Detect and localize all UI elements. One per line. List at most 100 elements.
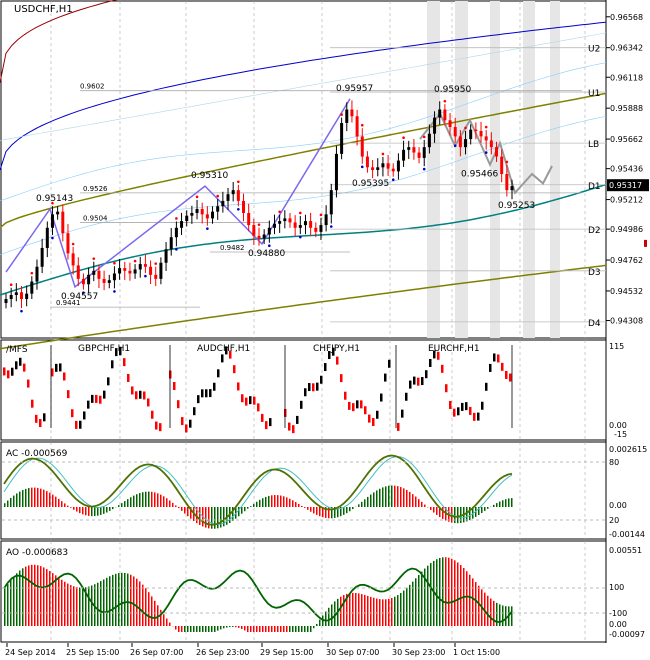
ao-bar bbox=[91, 585, 93, 626]
fractal-up bbox=[360, 123, 364, 127]
price-tick-label: 0.95888 bbox=[610, 104, 643, 113]
ac-bar bbox=[271, 495, 273, 507]
shaded-band bbox=[523, 1, 535, 338]
ao-bar bbox=[430, 563, 432, 626]
price-annotation: 0.94880 bbox=[248, 249, 285, 259]
ao-bar bbox=[367, 595, 369, 626]
ao-bar bbox=[397, 595, 399, 626]
ao-bar bbox=[493, 600, 495, 626]
correlation-candle bbox=[155, 421, 158, 430]
correlation-candle bbox=[421, 377, 424, 386]
correlation-candle bbox=[356, 400, 359, 409]
ao-bar bbox=[433, 560, 435, 626]
correlation-candle bbox=[79, 420, 82, 429]
ac-bar bbox=[172, 502, 174, 507]
ac-bar bbox=[52, 494, 54, 507]
shaded-band bbox=[490, 1, 500, 338]
correlation-candle bbox=[39, 419, 42, 428]
correlation-candle bbox=[43, 413, 46, 422]
ao-bar bbox=[88, 586, 90, 626]
ac-bar bbox=[457, 507, 459, 524]
fractal-down bbox=[206, 227, 209, 230]
ao-bar bbox=[16, 573, 18, 626]
candle-body bbox=[495, 147, 499, 157]
correlation-candle bbox=[131, 386, 134, 395]
price-tick-label: 0.94532 bbox=[610, 287, 643, 296]
ac-bar bbox=[430, 507, 432, 511]
ao-bar bbox=[214, 626, 216, 632]
correlation-candle bbox=[87, 400, 90, 409]
ac-bar bbox=[487, 507, 489, 509]
fractal-up bbox=[299, 211, 302, 215]
ac-bar bbox=[265, 496, 267, 507]
ac-bar bbox=[397, 486, 399, 507]
ao-bar bbox=[373, 597, 375, 626]
fractal-up bbox=[71, 242, 75, 246]
ao-bar bbox=[319, 619, 321, 626]
candle-body bbox=[469, 129, 473, 140]
candle-body bbox=[81, 278, 85, 285]
ao-bar bbox=[22, 568, 24, 626]
ao-layer bbox=[2, 557, 606, 632]
correlation-candle bbox=[185, 424, 188, 433]
ac-bar bbox=[166, 498, 168, 507]
correlation-candle bbox=[360, 400, 363, 409]
candle-body bbox=[505, 174, 509, 191]
correlation-candle bbox=[300, 400, 303, 409]
ac-bar bbox=[388, 485, 390, 507]
correlation-candle bbox=[7, 370, 10, 379]
candle-body bbox=[107, 280, 111, 283]
time-tick-label: 1 Oct 15:00 bbox=[453, 648, 500, 657]
candle-body bbox=[448, 120, 452, 127]
correlation-candle bbox=[469, 406, 472, 415]
correlation-candle bbox=[245, 397, 248, 406]
candle-body bbox=[262, 234, 266, 239]
ac-bar bbox=[385, 486, 387, 507]
correlation-candle bbox=[441, 364, 444, 373]
ac-bar bbox=[232, 507, 234, 521]
candle-body bbox=[252, 225, 256, 236]
level-label: U2 bbox=[588, 45, 600, 55]
correlation-candle bbox=[143, 391, 146, 400]
ac-bar bbox=[88, 507, 90, 516]
ac-bar bbox=[49, 492, 51, 507]
ac-bar bbox=[259, 499, 261, 507]
ao-bar bbox=[334, 601, 336, 626]
ao-bar bbox=[256, 626, 258, 632]
fractal-down bbox=[299, 235, 302, 239]
ac-bar bbox=[439, 507, 441, 518]
light-band-3 bbox=[0, 32, 607, 141]
correlation-candle bbox=[233, 365, 236, 374]
ac-bar bbox=[415, 496, 417, 507]
ao-bar bbox=[19, 570, 21, 626]
correlation-candle bbox=[19, 357, 22, 366]
ao-bar bbox=[283, 626, 285, 632]
axis-layer: 0.96568 0.96342 0.96118 0.95888 0.95662 0.954… bbox=[5, 13, 649, 657]
ao-bar bbox=[13, 576, 15, 626]
ac-bar bbox=[121, 503, 123, 507]
candle-body bbox=[190, 213, 194, 216]
ao-bar bbox=[460, 565, 462, 626]
ao-bar bbox=[238, 626, 240, 628]
fractal-up bbox=[237, 180, 240, 184]
ac-bar bbox=[19, 491, 21, 507]
shaded-band bbox=[550, 1, 560, 338]
ao-bar bbox=[202, 626, 204, 632]
light-band-2 bbox=[0, 116, 607, 255]
ac-bar bbox=[379, 488, 381, 507]
candle-body bbox=[479, 131, 483, 137]
ac-bar bbox=[97, 507, 99, 516]
candle-body bbox=[87, 274, 91, 285]
ao-bar bbox=[40, 566, 42, 626]
candle-body bbox=[61, 211, 65, 234]
fractal-down bbox=[329, 225, 333, 228]
ac-bar bbox=[127, 499, 129, 507]
candle-body bbox=[422, 147, 426, 158]
price-annotation: 0.94557 bbox=[61, 292, 98, 302]
candle-body bbox=[123, 268, 127, 271]
correlation-candle bbox=[497, 354, 500, 363]
ao-bar bbox=[505, 606, 507, 626]
ao-bar bbox=[232, 626, 234, 627]
ao-bar bbox=[73, 586, 75, 626]
